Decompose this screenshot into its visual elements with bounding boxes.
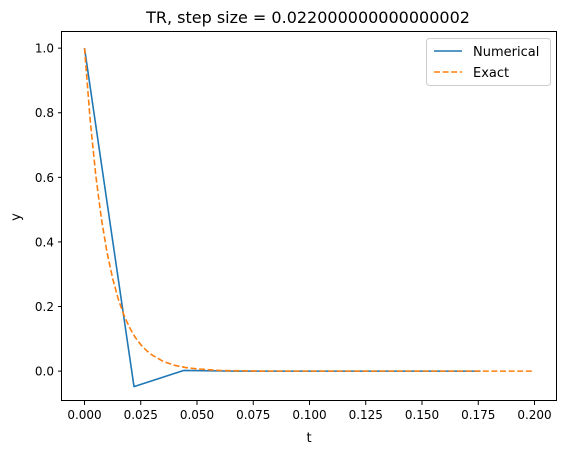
x-tick-label: 0.050 [180,408,214,422]
x-tick-label: 0.075 [236,408,270,422]
legend-label-numerical: Numerical [473,45,539,60]
plot-lines [83,48,535,388]
y-tick-label: 1.0 [35,42,54,56]
x-tick-label: 0.125 [349,408,383,422]
x-tick-label: 0.000 [67,408,101,422]
x-axis-label: t [306,431,311,446]
y-axis-label: y [9,213,24,221]
x-tick-label: 0.150 [405,408,439,422]
y-tick-label: 0.6 [35,171,54,185]
y-tick-label: 0.2 [35,300,54,314]
y-tick-label: 0.4 [35,235,54,249]
legend: Numerical Exact [426,38,551,86]
axis-ticks: 0.000 0.025 0.050 0.075 0.100 0.125 0.150 0.175… [35,42,552,422]
legend-label-exact: Exact [473,66,509,81]
x-tick-label: 0.025 [124,408,158,422]
plot-frame [61,31,557,401]
y-tick-label: 0.8 [35,106,54,120]
x-tick-label: 0.200 [517,408,551,422]
x-tick-label: 0.175 [461,408,495,422]
series-line-numerical [83,48,481,388]
y-tick-label: 0.0 [35,365,54,379]
series-line-exact [83,48,535,372]
chart-title: TR, step size = 0.022000000000000002 [145,8,470,27]
x-tick-label: 0.100 [292,408,326,422]
